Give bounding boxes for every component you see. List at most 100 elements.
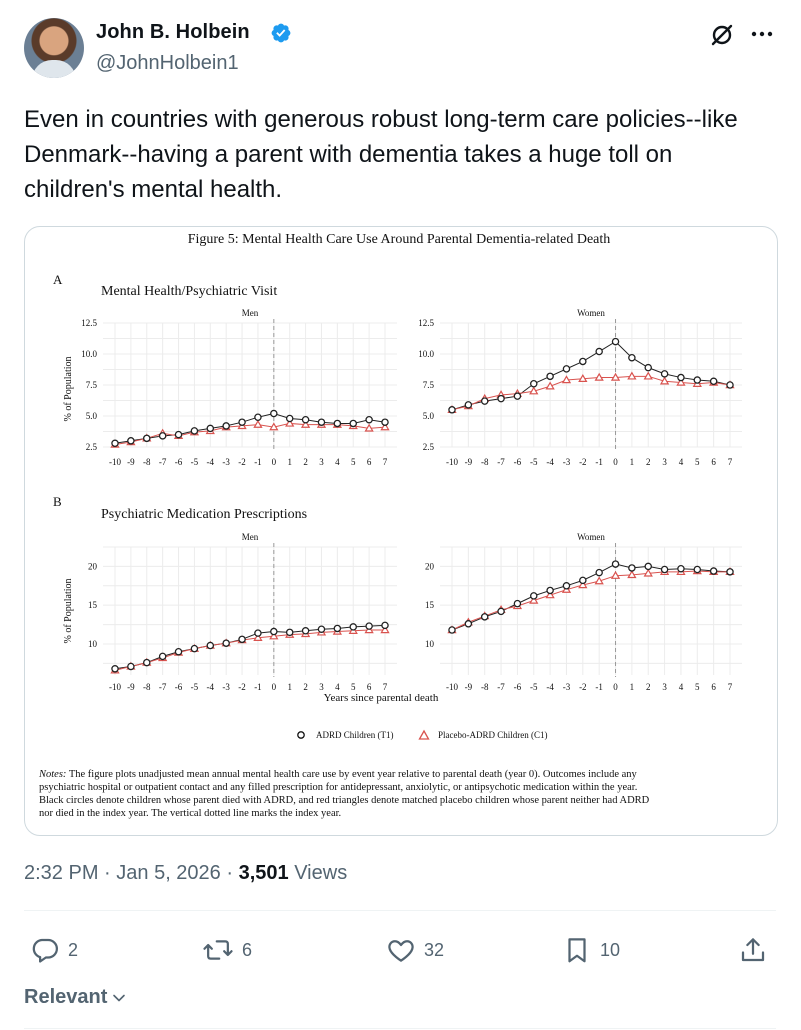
sort-label: Relevant (24, 986, 108, 1008)
tweet-date[interactable]: Jan 5, 2026 (116, 862, 221, 884)
data-point-c1 (578, 580, 588, 589)
x-tick-label: -5 (530, 682, 538, 692)
x-tick-label: -9 (127, 682, 135, 692)
data-point-c1 (578, 374, 588, 382)
data-point-t1 (111, 665, 119, 673)
data-point-t1 (285, 414, 294, 423)
x-tick-label: 1 (287, 457, 292, 467)
data-point-t1 (611, 337, 620, 346)
x-tick-label: 1 (287, 682, 292, 692)
data-point-t1 (546, 372, 554, 381)
data-point-t1 (111, 439, 119, 448)
data-point-t1 (628, 564, 636, 572)
reply-sort-dropdown[interactable]: Relevant (24, 986, 127, 1009)
avatar[interactable] (24, 18, 84, 78)
tweet-time[interactable]: 2:32 PM (24, 862, 99, 884)
x-tick-label: -6 (514, 457, 522, 467)
notes-line-3: Black circles denote children whose pare… (39, 795, 650, 806)
x-tick-label: 1 (630, 457, 635, 467)
author-name[interactable]: John B. Holbein (96, 21, 250, 43)
data-point-t1 (365, 415, 373, 424)
data-point-t1 (206, 641, 215, 650)
y-tick-label: 7.5 (86, 380, 98, 390)
data-point-c1 (627, 371, 637, 380)
data-point-t1 (677, 373, 685, 382)
data-point-c1 (610, 372, 621, 381)
data-point-t1 (628, 353, 636, 362)
data-point-t1 (190, 644, 199, 653)
data-point-t1 (611, 560, 620, 568)
data-point-t1 (579, 576, 587, 585)
facet-label-men: Men (242, 308, 259, 318)
y-tick-label: 10.0 (418, 349, 434, 359)
x-tick-label: 2 (303, 682, 308, 692)
data-point-t1 (464, 620, 473, 628)
data-point-c1 (300, 419, 311, 428)
more-options-icon[interactable] (748, 22, 776, 46)
data-point-t1 (546, 586, 554, 595)
data-point-t1 (238, 418, 246, 426)
data-point-c1 (561, 375, 572, 384)
x-tick-label: 4 (679, 457, 684, 467)
data-point-t1 (448, 626, 456, 634)
y-axis-label-a: % of Population (63, 357, 74, 422)
data-point-c1 (253, 419, 263, 428)
data-point-t1 (254, 629, 262, 637)
author-handle[interactable]: @JohnHolbein1 (96, 52, 239, 74)
data-point-t1 (660, 370, 669, 378)
x-tick-label: -5 (530, 457, 538, 467)
data-point-c1 (594, 372, 604, 381)
x-tick-label: -3 (222, 457, 230, 467)
data-point-t1 (562, 365, 571, 373)
x-tick-label: 2 (303, 457, 308, 467)
repost-button[interactable]: 6 (202, 932, 252, 968)
data-point-t1 (222, 639, 230, 647)
x-axis-label: Years since parental death (324, 692, 439, 704)
data-point-t1 (349, 623, 357, 631)
data-point-t1 (238, 635, 246, 644)
x-tick-label: 4 (335, 457, 340, 467)
data-point-c1 (676, 377, 686, 386)
x-tick-label: -7 (159, 457, 167, 467)
x-tick-label: -6 (175, 682, 183, 692)
data-point-c1 (364, 423, 374, 432)
series-line-t1 (451, 340, 731, 411)
repost-icon (203, 940, 233, 960)
notes-line-2: psychiatric hospital or outpatient conta… (39, 782, 637, 793)
y-tick-label: 5.0 (423, 411, 435, 421)
x-tick-label: -7 (497, 682, 505, 692)
data-point-c1 (627, 570, 637, 579)
tweet-media-figure[interactable]: Figure 5: Mental Health Care Use Around … (24, 226, 778, 836)
x-tick-label: -6 (514, 682, 522, 692)
data-point-t1 (285, 628, 294, 637)
data-point-t1 (270, 409, 278, 418)
data-point-t1 (381, 418, 389, 426)
bookmark-button[interactable]: 10 (562, 932, 620, 968)
x-tick-label: 5 (351, 682, 356, 692)
data-point-t1 (644, 363, 652, 372)
x-tick-label: -1 (254, 457, 261, 467)
like-button[interactable]: 32 (386, 932, 444, 968)
tweet-text: Even in countries with generous robust l… (24, 106, 738, 203)
data-point-t1 (709, 567, 718, 575)
reply-button[interactable]: 2 (30, 932, 78, 968)
grok-icon[interactable] (709, 22, 735, 48)
x-tick-label: -2 (238, 457, 246, 467)
x-tick-label: 6 (711, 457, 716, 467)
legend-t1: ADRD Children (T1) (316, 730, 394, 740)
y-tick-label: 15 (425, 600, 435, 610)
data-point-c1 (545, 381, 555, 390)
data-point-c1 (285, 418, 295, 427)
x-tick-label: 6 (711, 682, 716, 692)
y-axis-label-b: % of Population (63, 579, 74, 644)
x-tick-label: -4 (546, 457, 554, 467)
y-tick-label: 2.5 (86, 442, 98, 452)
x-tick-label: -7 (497, 457, 505, 467)
heart-icon (388, 940, 414, 962)
x-tick-label: -1 (254, 682, 261, 692)
notes-line-1: Notes: The figure plots unadjusted mean … (38, 769, 638, 780)
data-point-t1 (174, 430, 183, 439)
data-point-c1 (253, 632, 263, 641)
share-button[interactable] (738, 932, 768, 968)
y-tick-label: 12.5 (81, 318, 97, 328)
